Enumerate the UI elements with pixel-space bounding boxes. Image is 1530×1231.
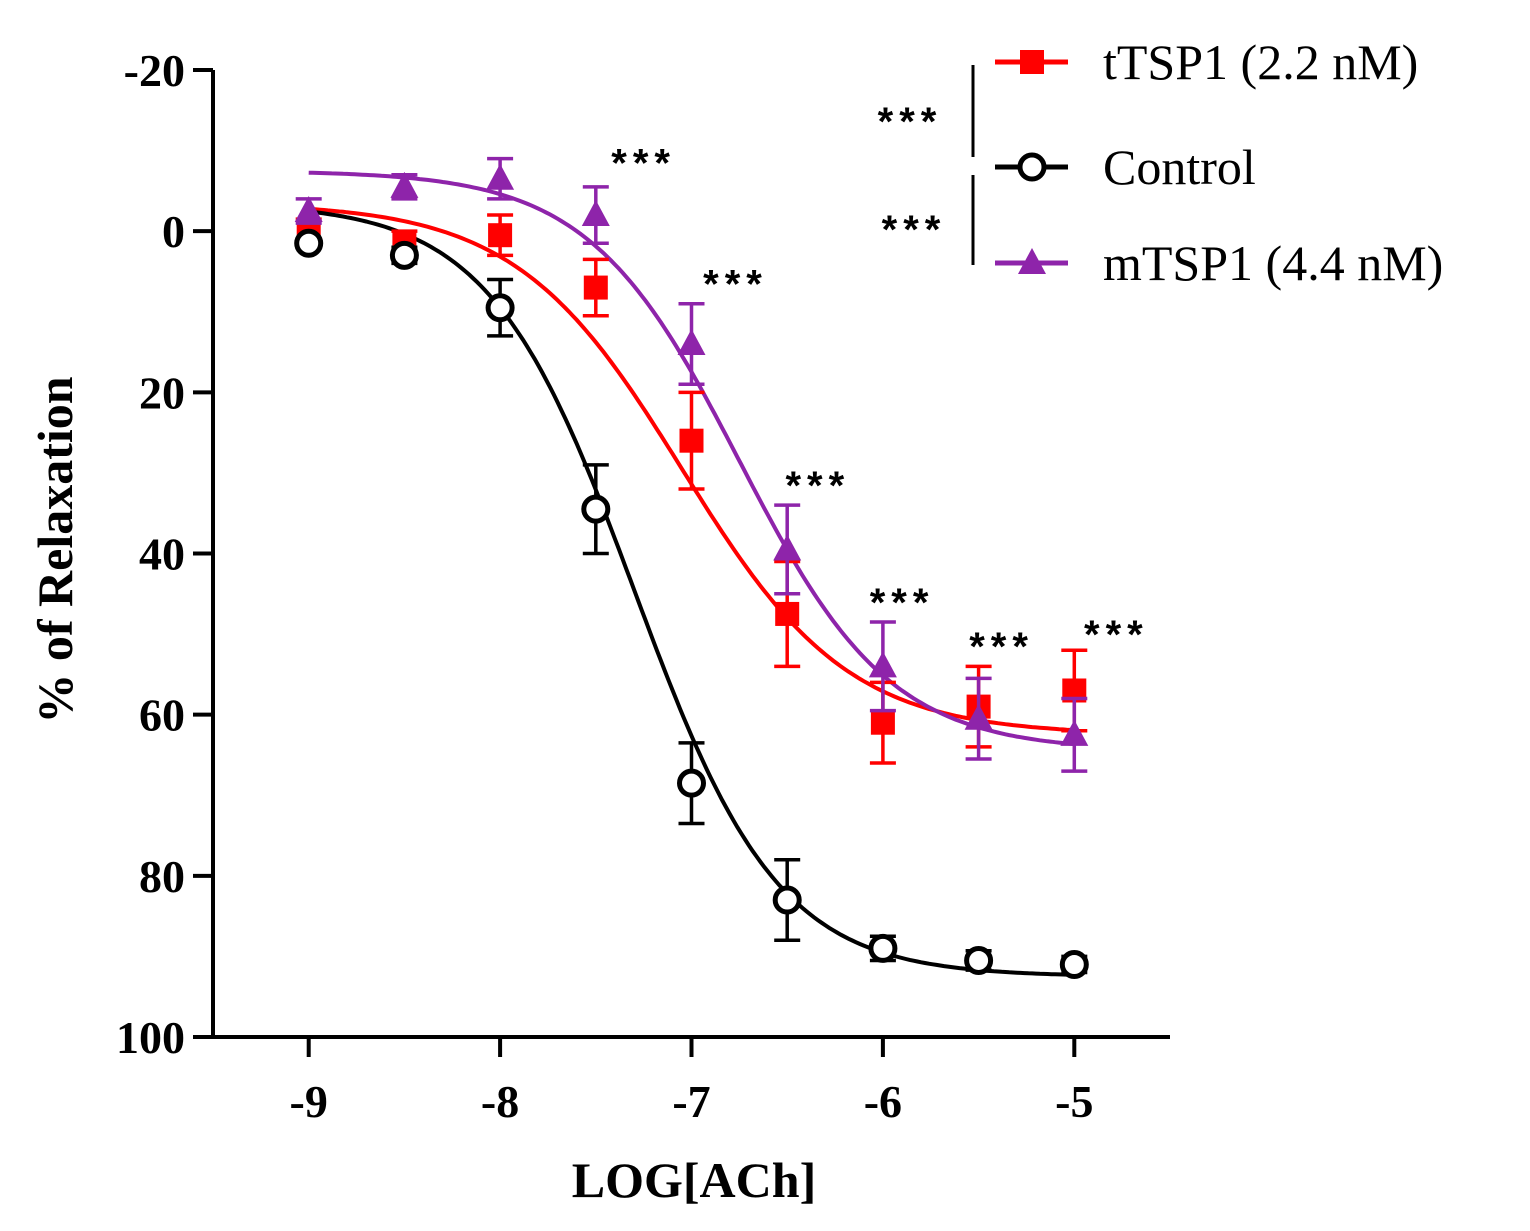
- significance-marker: ***: [611, 142, 676, 186]
- legend-mtsp1-point: [1018, 248, 1046, 274]
- control-point: [485, 293, 515, 323]
- control-point: [581, 494, 611, 524]
- mtsp1-point: [677, 328, 706, 355]
- significance-marker: ***: [870, 581, 935, 625]
- legend-ttsp1-point: [1020, 50, 1044, 74]
- x-tick-label: -7: [672, 1076, 710, 1127]
- significance-annotations: *** *** *** *** *** ***: [611, 142, 1149, 670]
- control-point: [772, 885, 802, 915]
- x-tick-label: -6: [864, 1076, 902, 1127]
- ttsp1-point: [583, 275, 608, 300]
- y-tick-label: 60: [139, 690, 185, 741]
- y-tick-label: 80: [139, 851, 185, 902]
- x-tick-label: -8: [481, 1076, 519, 1127]
- y-tick-label: 40: [139, 529, 185, 580]
- mtsp1-point: [1060, 719, 1089, 746]
- legend-control-point: [1017, 152, 1047, 182]
- significance-marker: ***: [703, 263, 768, 307]
- significance-marker: ***: [969, 625, 1034, 669]
- control-point: [868, 933, 898, 963]
- mtsp1-point: [964, 703, 993, 730]
- mtsp1-point: [294, 196, 323, 223]
- control-point: [677, 768, 706, 798]
- x-tick-label: -5: [1055, 1076, 1093, 1127]
- axes: -20 0 20 40 60 80 100 -9 -8 -7 -6 -5: [116, 45, 1170, 1127]
- legend-label-control: Control: [1103, 139, 1256, 195]
- data-markers: [294, 156, 1089, 979]
- mtsp1-point: [486, 163, 515, 190]
- fit-curves: [308, 170, 1075, 977]
- significance-marker: ***: [1084, 613, 1149, 657]
- ttsp1-point: [870, 710, 895, 735]
- y-axis-title: % of Relaxation: [27, 376, 83, 723]
- x-axis-title: LOG[ACh]: [572, 1152, 816, 1208]
- y-tick-label: 100: [116, 1012, 185, 1063]
- ttsp1-point: [488, 223, 513, 248]
- ttsp1-point: [679, 428, 704, 453]
- legend-label-ttsp1: tTSP1 (2.2 nM): [1103, 34, 1418, 90]
- control-point: [1059, 949, 1089, 979]
- significance-marker: ***: [785, 464, 850, 508]
- control-point: [389, 240, 419, 270]
- mtsp1-point: [868, 651, 897, 678]
- mtsp1-point: [390, 171, 419, 198]
- mtsp1-point: [773, 534, 802, 561]
- legend-significance-marker: ***: [878, 100, 943, 144]
- control-point: [964, 945, 994, 975]
- y-tick-label: 20: [139, 367, 185, 418]
- legend-label-mtsp1: mTSP1 (4.4 nM): [1103, 235, 1443, 291]
- y-tick-label: -20: [124, 45, 185, 96]
- control-fit-curve: [308, 209, 1075, 977]
- ttsp1-point: [775, 601, 800, 626]
- legend: tTSP1 (2.2 nM) Control mTSP1 (4.4 nM) *** **…: [878, 34, 1444, 291]
- legend-significance-marker: ***: [882, 208, 947, 252]
- y-tick-label: 0: [162, 206, 185, 257]
- x-tick-label: -9: [290, 1076, 328, 1127]
- control-point: [294, 228, 324, 258]
- mtsp1-point: [581, 200, 610, 227]
